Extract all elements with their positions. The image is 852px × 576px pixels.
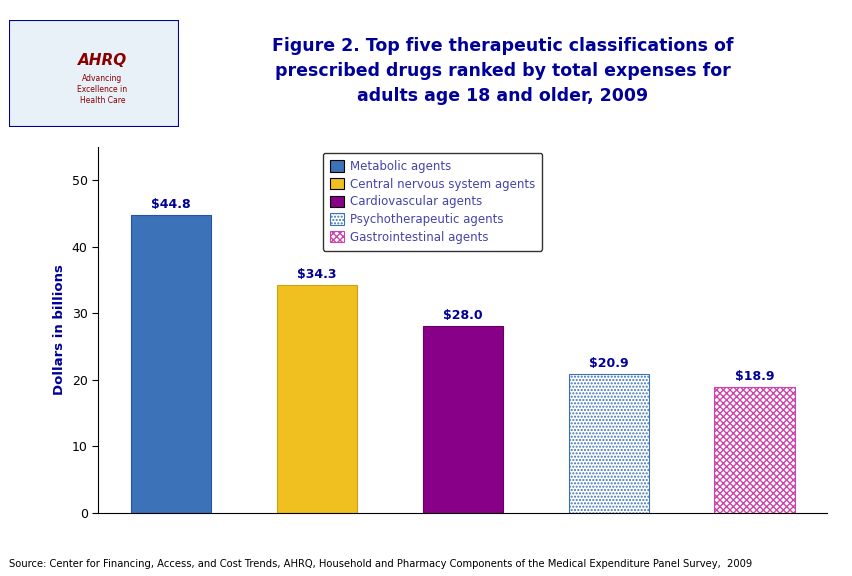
Text: $20.9: $20.9	[588, 357, 628, 370]
Text: $34.3: $34.3	[296, 267, 337, 281]
Text: $28.0: $28.0	[442, 309, 482, 323]
Legend: Metabolic agents, Central nervous system agents, Cardiovascular agents, Psychoth: Metabolic agents, Central nervous system…	[322, 153, 542, 251]
Text: $18.9: $18.9	[734, 370, 774, 383]
Bar	[567, 374, 648, 513]
Bar	[713, 387, 794, 513]
Text: AHRQ: AHRQ	[78, 53, 127, 68]
Bar	[422, 327, 503, 513]
Text: $44.8: $44.8	[151, 198, 191, 211]
Text: Source: Center for Financing, Access, and Cost Trends, AHRQ, Household and Pharm: Source: Center for Financing, Access, an…	[9, 559, 751, 569]
Bar	[276, 285, 357, 513]
Bar	[130, 215, 211, 513]
Text: Figure 2. Top five therapeutic classifications of
prescribed drugs ranked by tot: Figure 2. Top five therapeutic classific…	[272, 37, 733, 105]
Y-axis label: Dollars in billions: Dollars in billions	[53, 264, 66, 395]
Text: Advancing
Excellence in
Health Care: Advancing Excellence in Health Care	[78, 74, 127, 105]
